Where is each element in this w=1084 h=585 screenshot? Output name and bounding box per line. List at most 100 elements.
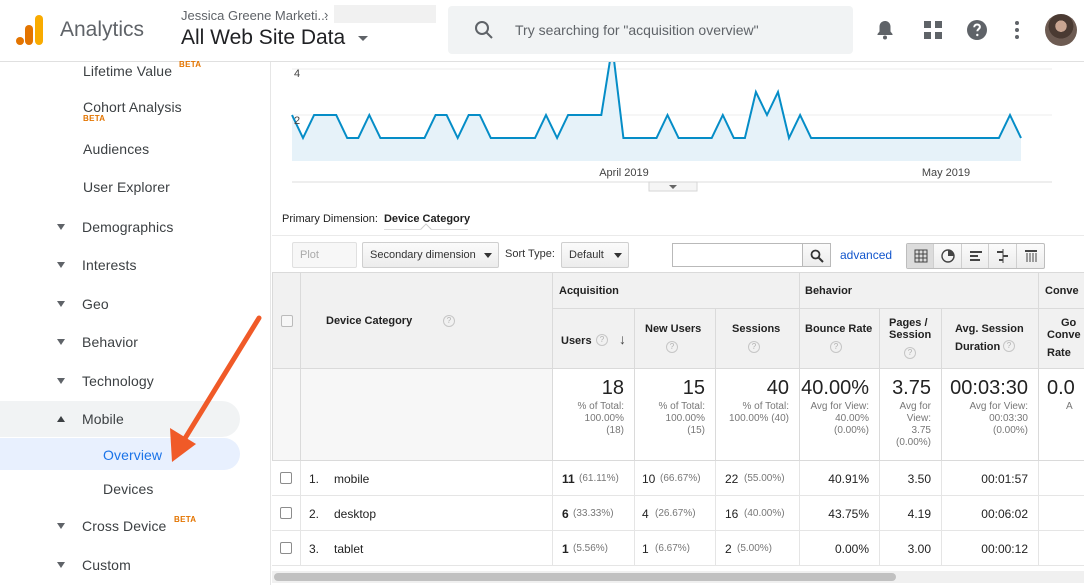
global-search[interactable] — [448, 6, 853, 54]
sidebar-item-cross-device[interactable]: Cross Device BETA — [0, 508, 240, 544]
sort-type-label: Sort Type: — [505, 248, 555, 260]
expand-triangle-icon — [57, 562, 65, 568]
column-label: Sessions — [732, 323, 781, 335]
sessions-column-header[interactable]: Sessions ? — [716, 309, 800, 369]
pie-chart-icon — [941, 249, 956, 263]
sort-descending-icon[interactable]: ↓ — [619, 331, 626, 347]
new-users-column-header[interactable]: New Users ? — [635, 309, 716, 369]
collapse-triangle-icon — [57, 416, 65, 422]
avatar[interactable] — [1045, 14, 1077, 46]
scrollbar-thumb[interactable] — [274, 573, 896, 581]
more-vert-icon[interactable] — [1005, 18, 1029, 42]
report-content: 4 2 April 2019 May 2019 Primary Dimension: D… — [272, 62, 1084, 585]
sidebar-item-custom[interactable]: Custom — [0, 547, 240, 583]
goal-conversion-column-header[interactable]: Go Conve Rate — [1039, 309, 1084, 369]
sort-type-value: Default — [569, 249, 604, 261]
beta-badge: BETA — [83, 114, 106, 123]
percentage-view-button[interactable] — [934, 244, 962, 268]
help-tooltip-icon[interactable]: ? — [748, 341, 760, 353]
expand-triangle-icon — [57, 224, 65, 230]
horizontal-scrollbar[interactable] — [272, 571, 1084, 583]
total-value: 40.00% — [801, 377, 869, 399]
total-sub: 00:03:30 — [989, 413, 1028, 424]
sort-type-select[interactable]: Default — [561, 242, 629, 268]
cell-value: 3.00 — [907, 542, 931, 556]
device-link[interactable]: mobile — [334, 472, 370, 486]
row-checkbox[interactable] — [280, 542, 292, 554]
search-input[interactable] — [515, 18, 835, 42]
sidebar-item-technology[interactable]: Technology — [0, 363, 240, 399]
users-cell: 11 (61.11%) — [553, 461, 635, 496]
view-selector[interactable]: All Web Site Data — [181, 26, 346, 49]
advanced-filter-link[interactable]: advanced — [840, 248, 893, 262]
device-link[interactable]: desktop — [334, 507, 377, 521]
sidebar-item-demographics[interactable]: Demographics — [0, 209, 240, 245]
help-tooltip-icon[interactable]: ? — [830, 341, 842, 353]
help-tooltip-icon[interactable]: ? — [904, 347, 916, 359]
behavior-group-header: Behavior — [800, 272, 1039, 309]
device-link[interactable]: tablet — [334, 542, 364, 556]
bounce-rate-column-header[interactable]: Bounce Rate ? — [800, 309, 880, 369]
secondary-dimension-select[interactable]: Secondary dimension — [362, 242, 499, 268]
sidebar-item-mobile[interactable]: Mobile — [0, 401, 240, 437]
view-dropdown-caret-icon[interactable] — [358, 36, 368, 41]
sidebar-item-interests[interactable]: Interests — [0, 247, 240, 283]
column-label: Avg. Session — [955, 323, 1024, 335]
sidebar-item-audiences[interactable]: Audiences — [0, 131, 240, 167]
avg-session-duration-column-header[interactable]: Avg. Session Duration ? — [942, 309, 1039, 369]
row-checkbox[interactable] — [280, 472, 292, 484]
total-value: 18 — [601, 377, 624, 399]
help-icon[interactable] — [965, 18, 989, 42]
pages-per-session-cell: 4.19 — [880, 496, 942, 531]
totals-blank — [272, 369, 301, 461]
series-area — [292, 62, 1021, 161]
dimension-header[interactable]: Device Category ? — [301, 272, 553, 369]
dimension-notch — [420, 223, 432, 235]
sidebar-item-lifetime-value[interactable]: Lifetime Value BETA — [0, 53, 240, 89]
sidebar-item-label: Behavior — [82, 334, 139, 350]
select-all-checkbox[interactable] — [281, 315, 293, 327]
total-value: 00:03:30 — [950, 377, 1028, 399]
sidebar-item-user-explorer[interactable]: User Explorer — [0, 169, 240, 205]
help-tooltip-icon[interactable]: ? — [443, 315, 455, 327]
sidebar-item-label: Cross Device — [82, 518, 167, 534]
bell-icon[interactable] — [873, 18, 897, 42]
help-tooltip-icon[interactable]: ? — [596, 334, 608, 346]
apps-grid-icon[interactable] — [921, 18, 945, 42]
cell-percent: (61.11%) — [579, 473, 619, 484]
cell-percent: (33.33%) — [573, 508, 614, 519]
table-filter-input[interactable] — [672, 243, 803, 267]
account-name[interactable]: Jessica Greene Marketi... — [181, 8, 329, 23]
sidebar-item-geo[interactable]: Geo — [0, 286, 240, 322]
users-over-time-chart[interactable]: 4 2 April 2019 May 2019 — [272, 62, 1084, 202]
sidebar-item-label: User Explorer — [83, 179, 170, 195]
analytics-logo-icon[interactable] — [16, 14, 44, 46]
performance-view-button[interactable] — [962, 244, 990, 268]
comparison-view-button[interactable] — [989, 244, 1017, 268]
pivot-view-button[interactable] — [1017, 244, 1044, 268]
sidebar-item-devices[interactable]: Devices — [0, 471, 240, 507]
column-label: Users — [561, 335, 592, 347]
conversions-group-header: Conve — [1039, 272, 1084, 309]
row-checkbox[interactable] — [280, 507, 292, 519]
cell-percent: (66.67%) — [660, 473, 701, 484]
help-tooltip-icon[interactable]: ? — [666, 341, 678, 353]
primary-dimension-value[interactable]: Device Category — [383, 213, 471, 225]
property-name-redacted[interactable] — [334, 5, 436, 23]
total-sub: View: — [906, 413, 931, 424]
goal-conversion-cell — [1039, 461, 1084, 496]
table-view-toggle — [906, 243, 1045, 269]
users-column-header[interactable]: Users ? ↓ — [553, 309, 635, 369]
pages-per-session-column-header[interactable]: Pages / Session ? — [880, 309, 942, 369]
sidebar-item-cohort-analysis[interactable]: Cohort Analysis BETA — [0, 91, 240, 127]
plot-rows-button[interactable]: Plot Rows — [292, 242, 357, 285]
cell-value: 0.00% — [834, 542, 869, 556]
sidebar-item-behavior[interactable]: Behavior — [0, 324, 240, 360]
sidebar-item-overview[interactable]: Overview — [0, 438, 240, 470]
total-value: 3.75 — [892, 377, 931, 399]
help-tooltip-icon[interactable]: ? — [1003, 340, 1015, 352]
data-view-button[interactable] — [907, 244, 935, 268]
cell-percent: (40.00%) — [744, 508, 785, 519]
comparison-icon — [997, 249, 1009, 263]
table-filter-search-button[interactable] — [803, 243, 831, 267]
